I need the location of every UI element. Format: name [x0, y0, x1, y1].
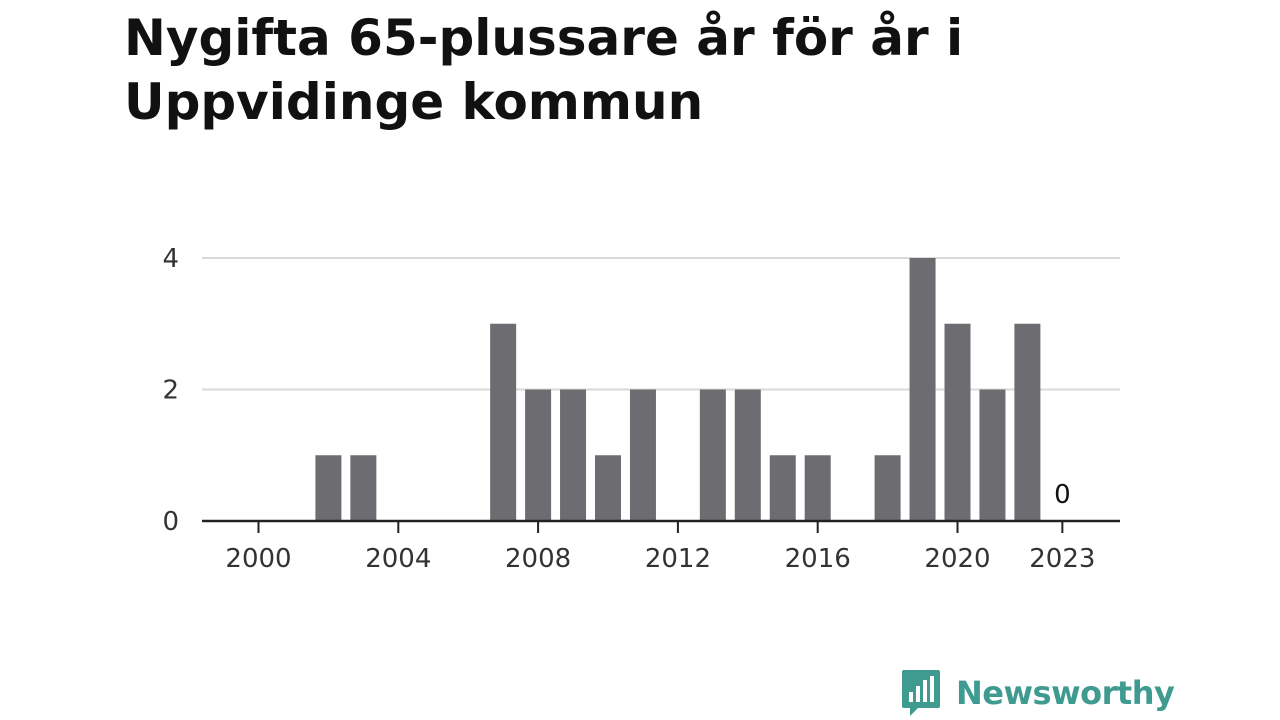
- x-tick-label-2016: 2016: [785, 544, 851, 574]
- brand-logo: Newsworthy: [900, 668, 1175, 718]
- data-labels: 0: [1054, 480, 1071, 510]
- newsworthy-logo-icon: [902, 670, 940, 716]
- bar-2016: [804, 455, 831, 521]
- bars: [315, 258, 1041, 521]
- x-tick-label-2012: 2012: [645, 544, 711, 574]
- bar-2018: [874, 455, 901, 521]
- bar-2015: [769, 455, 796, 521]
- bar-2020: [944, 323, 971, 521]
- bar-2019: [909, 258, 936, 521]
- y-tick-label-2: 2: [162, 376, 179, 406]
- y-tick-label-0: 0: [162, 507, 179, 537]
- bar-2007: [490, 323, 517, 521]
- chart-title: Nygifta 65-plussare år för år i Uppvidin…: [124, 9, 964, 131]
- data-label-2023: 0: [1054, 480, 1071, 510]
- bar-2014: [734, 389, 761, 521]
- bar-2009: [560, 389, 587, 521]
- x-tick-label-2020: 2020: [924, 544, 990, 574]
- brand-name: Newsworthy: [956, 674, 1175, 712]
- bar-2003: [350, 455, 377, 521]
- bar-2022: [1014, 323, 1041, 521]
- x-axis-ticks: 2000 2004 2008 2012 2016 2020 2023: [225, 521, 1095, 574]
- bar-2002: [315, 455, 342, 521]
- bar-2013: [699, 389, 726, 521]
- y-axis-ticks: 0 2 4: [162, 244, 179, 537]
- bar-2021: [979, 389, 1006, 521]
- bar-2008: [525, 389, 552, 521]
- x-tick-label-2000: 2000: [225, 544, 291, 574]
- x-tick-label-2004: 2004: [365, 544, 431, 574]
- x-tick-label-2023: 2023: [1029, 544, 1095, 574]
- bar-2010: [595, 455, 621, 521]
- gridlines: [202, 257, 1120, 391]
- bar-2011: [629, 389, 656, 521]
- y-tick-label-4: 4: [162, 244, 179, 274]
- x-tick-label-2008: 2008: [505, 544, 571, 574]
